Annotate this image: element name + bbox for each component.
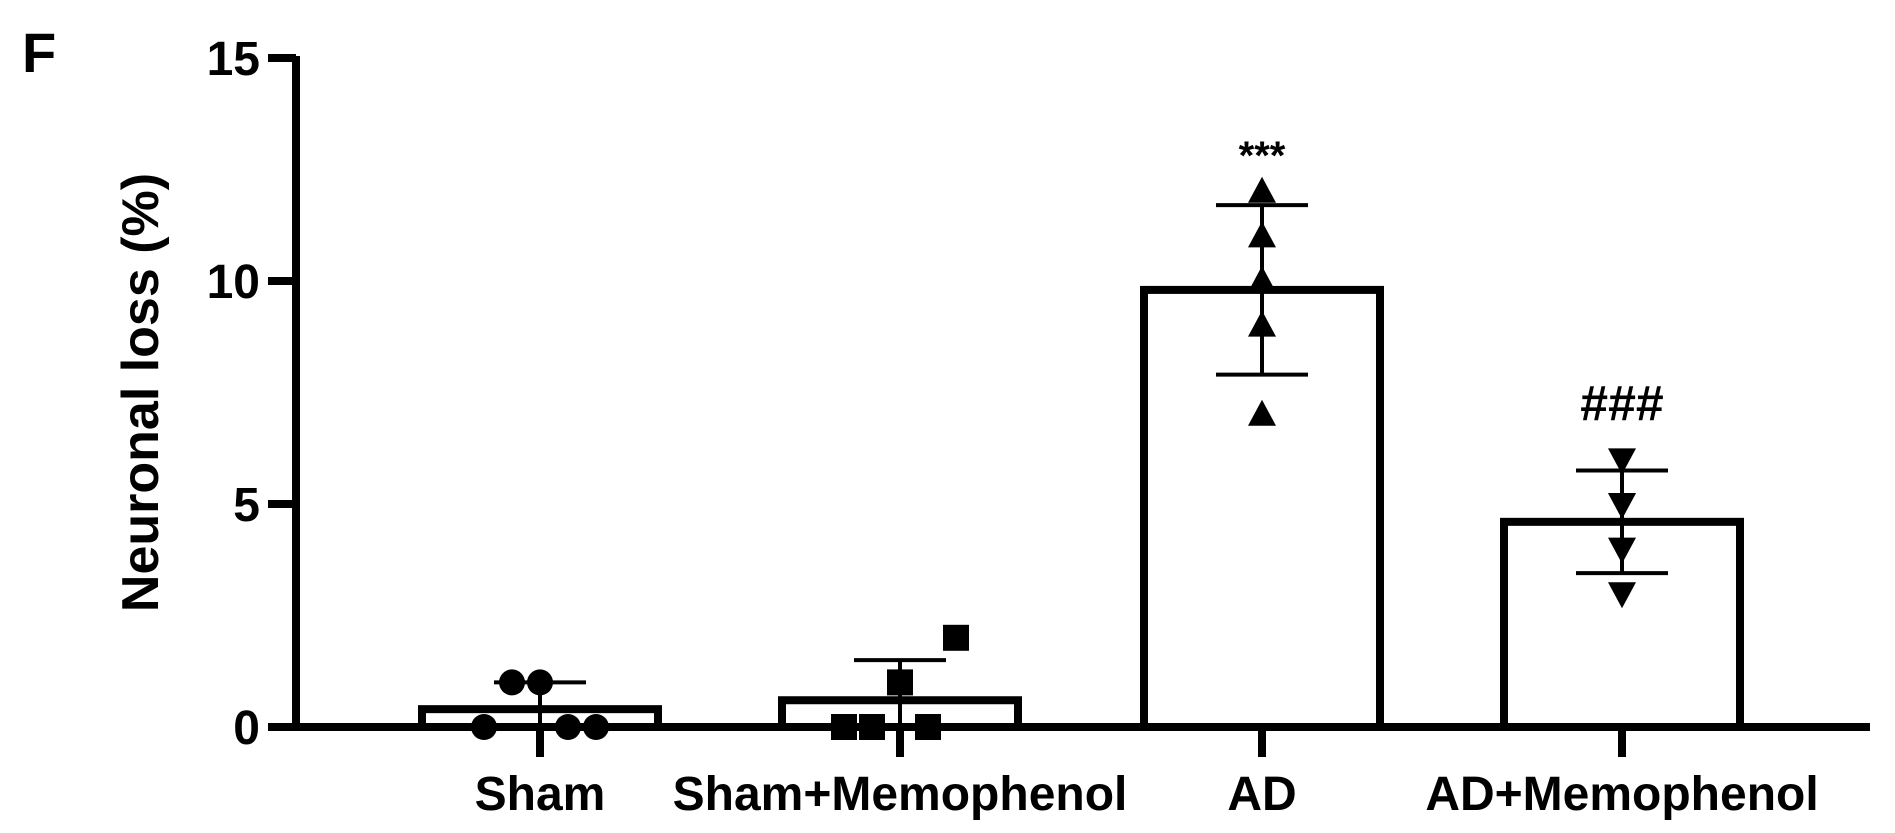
significance-annotation: ***: [1239, 134, 1286, 178]
data-point: [471, 714, 497, 740]
data-point: [1248, 176, 1276, 203]
data-point: [943, 624, 969, 651]
x-tick-label: Sham+Memophenol: [673, 768, 1128, 821]
data-point: [1248, 399, 1276, 426]
x-tick-label: Sham: [475, 768, 606, 821]
x-tick-label: AD+Memophenol: [1425, 768, 1818, 821]
data-point: [1248, 221, 1276, 248]
y-tick-label: 15: [207, 33, 260, 86]
y-tick-label: 5: [233, 479, 260, 532]
data-point: [499, 669, 525, 696]
data-point: [1608, 448, 1636, 475]
panel-label: F: [22, 21, 57, 84]
data-point: [583, 714, 609, 740]
significance-annotation: ###: [1580, 376, 1663, 432]
data-point: [1248, 266, 1276, 292]
y-axis-label: Neuronal loss (%): [112, 173, 170, 612]
data-point: [1608, 493, 1636, 519]
data-point: [831, 714, 857, 740]
data-point: [1608, 537, 1636, 564]
data-point: [1248, 310, 1276, 337]
data-point: [915, 714, 941, 740]
y-tick-label: 0: [233, 702, 260, 755]
data-point: [555, 714, 581, 740]
y-tick-label: 10: [207, 256, 260, 309]
data-point: [1608, 582, 1636, 609]
x-tick-label: AD: [1227, 768, 1296, 821]
data-point: [887, 669, 913, 696]
data-point: [527, 669, 553, 696]
data-point: [859, 714, 885, 740]
